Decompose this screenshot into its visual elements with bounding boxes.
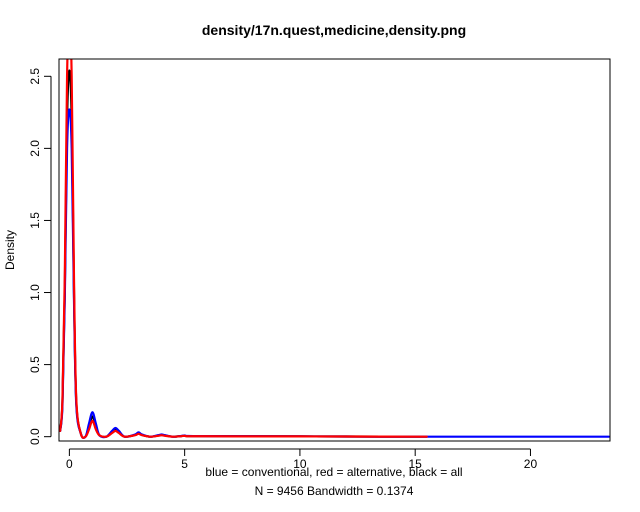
y-tick-label: 0.0 [28, 428, 42, 445]
x-tick-label: 15 [409, 457, 423, 471]
series-conventional-line [59, 108, 610, 439]
plot-frame [58, 58, 611, 442]
series-alternative-line [59, 59, 428, 439]
x-axis-label-line-2: N = 9456 Bandwidth = 0.1374 [255, 484, 414, 498]
x-tick-label: 10 [293, 457, 307, 471]
y-tick-label: 0.5 [28, 356, 42, 373]
x-tick-label: 5 [181, 457, 188, 471]
y-tick-label: 1.5 [28, 212, 42, 229]
y-tick-label: 2.5 [28, 68, 42, 85]
x-axis-label-line-1: blue = conventional, red = alternative, … [205, 465, 462, 479]
y-tick-label: 1.0 [28, 284, 42, 301]
series-layer [59, 59, 610, 439]
chart-title: density/17n.quest,medicine,density.png [202, 22, 466, 38]
y-axis: 0.0 0.5 1.0 1.5 2.0 2.5 [28, 68, 52, 445]
x-tick-label: 20 [524, 457, 538, 471]
y-tick-label: 2.0 [28, 140, 42, 157]
x-axis: 0 5 10 15 20 [66, 448, 538, 471]
x-tick-label: 0 [66, 457, 73, 471]
series-all-line [59, 69, 428, 439]
y-axis-label: Density [3, 230, 17, 270]
